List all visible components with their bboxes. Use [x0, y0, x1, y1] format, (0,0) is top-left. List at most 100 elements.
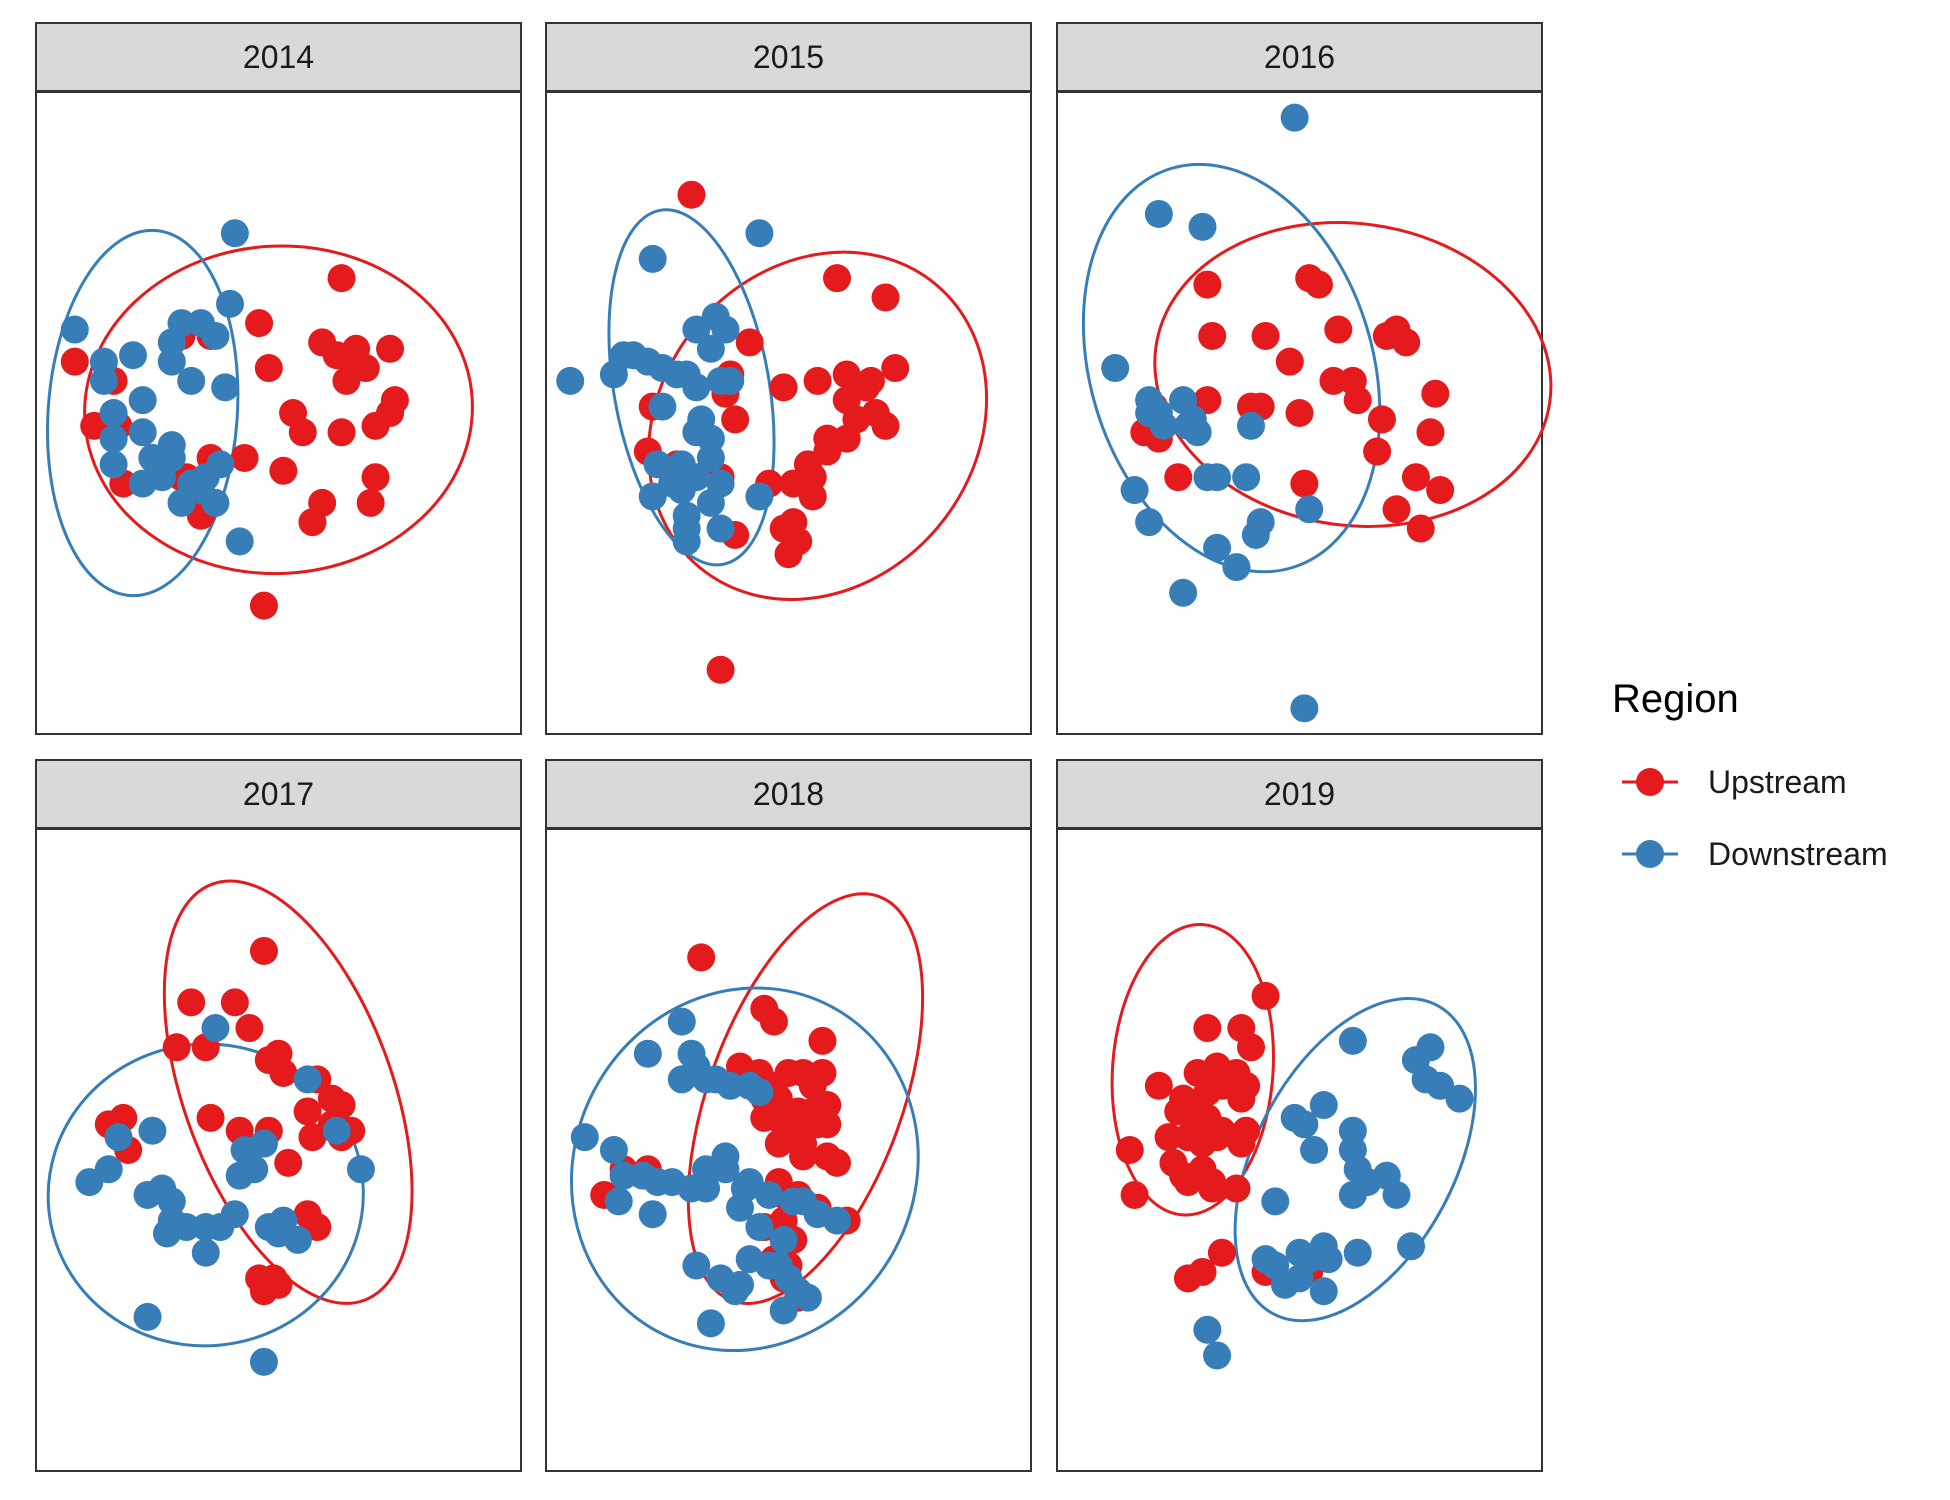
point-downstream — [638, 1200, 667, 1229]
point-downstream — [128, 418, 157, 447]
facet-panel-2018: 2018 — [545, 759, 1032, 1472]
point-downstream — [249, 1347, 278, 1376]
point-upstream — [1222, 1174, 1251, 1203]
point-upstream — [317, 1084, 346, 1113]
point-upstream — [361, 463, 390, 492]
point-downstream — [711, 315, 740, 344]
legend-key-point — [1636, 768, 1664, 796]
point-downstream — [682, 315, 711, 344]
point-upstream — [1227, 1129, 1256, 1158]
point-downstream — [1173, 411, 1202, 440]
point-upstream — [254, 354, 283, 383]
point-downstream — [269, 1206, 298, 1235]
point-downstream — [769, 1296, 798, 1325]
point-downstream — [201, 488, 230, 517]
point-upstream — [1188, 1257, 1217, 1286]
point-upstream — [269, 1058, 298, 1087]
point-upstream — [380, 386, 409, 415]
facet-panel-2016: 2016 — [1056, 22, 1553, 735]
point-upstream — [1193, 1014, 1222, 1043]
point-downstream — [1203, 463, 1232, 492]
legend-item-upstream: Upstream — [1622, 764, 1847, 800]
point-downstream — [1149, 411, 1178, 440]
point-downstream — [745, 1078, 774, 1107]
point-downstream — [201, 1014, 230, 1043]
point-downstream — [191, 463, 220, 492]
point-downstream — [643, 450, 672, 479]
ellipse-downstream — [1233, 997, 1477, 1323]
legend-label: Downstream — [1708, 836, 1888, 872]
facet-label: 2016 — [1264, 39, 1335, 75]
point-downstream — [604, 1187, 633, 1216]
point-upstream — [1363, 437, 1392, 466]
point-upstream — [1164, 1097, 1193, 1126]
point-upstream — [1164, 463, 1193, 492]
point-upstream — [789, 1142, 818, 1171]
point-upstream — [177, 988, 206, 1017]
ellipse-upstream — [162, 879, 414, 1305]
point-downstream — [225, 1161, 254, 1190]
point-upstream — [327, 418, 356, 447]
point-upstream — [1285, 399, 1314, 427]
point-downstream — [191, 1238, 220, 1267]
point-upstream — [1144, 1071, 1173, 1100]
point-upstream — [813, 1110, 842, 1139]
point-upstream — [327, 264, 356, 293]
point-downstream — [648, 392, 677, 421]
point-upstream — [1401, 463, 1430, 492]
point-downstream — [1237, 411, 1265, 440]
facet-label: 2017 — [243, 776, 314, 812]
point-downstream — [346, 1155, 375, 1184]
plot-area — [545, 91, 1032, 735]
facet-panel-2019: 2019 — [1056, 759, 1543, 1472]
point-upstream — [1115, 1136, 1144, 1164]
point-downstream — [706, 514, 735, 543]
point-downstream — [1120, 476, 1149, 505]
point-upstream — [1426, 476, 1455, 505]
point-downstream — [211, 373, 240, 402]
point-downstream — [322, 1116, 351, 1145]
point-downstream — [696, 443, 725, 472]
facet-label: 2019 — [1264, 776, 1335, 812]
legend-key-point — [1636, 840, 1664, 868]
point-downstream — [648, 354, 677, 383]
point-downstream — [696, 334, 725, 363]
point-upstream — [871, 283, 900, 312]
point-downstream — [667, 1065, 696, 1094]
point-downstream — [706, 1264, 735, 1293]
point-downstream — [177, 366, 206, 395]
point-downstream — [138, 1116, 167, 1145]
facet-panel-2017: 2017 — [35, 759, 522, 1472]
facet-strip — [1056, 759, 1543, 829]
point-upstream — [1421, 379, 1450, 408]
point-downstream — [716, 366, 745, 395]
point-downstream — [148, 1174, 177, 1203]
point-downstream — [1222, 553, 1251, 582]
facet-label: 2018 — [753, 776, 824, 812]
point-downstream — [726, 1193, 754, 1222]
point-downstream — [1338, 1116, 1367, 1145]
point-upstream — [1382, 495, 1411, 524]
point-downstream — [711, 1155, 740, 1184]
point-upstream — [759, 1007, 788, 1036]
facet-label: 2015 — [753, 39, 824, 75]
point-upstream — [1251, 981, 1280, 1010]
point-upstream — [245, 309, 274, 338]
point-upstream — [677, 180, 706, 209]
point-downstream — [220, 219, 249, 248]
point-upstream — [162, 1033, 191, 1062]
point-downstream — [1144, 199, 1173, 228]
point-downstream — [1338, 1180, 1367, 1209]
point-downstream — [556, 366, 585, 395]
point-downstream — [128, 386, 157, 415]
point-upstream — [706, 655, 735, 684]
ellipse-upstream — [1110, 922, 1275, 1217]
point-upstream — [1251, 321, 1280, 350]
point-downstream — [1135, 508, 1164, 537]
point-downstream — [89, 366, 118, 395]
point-upstream — [798, 482, 827, 511]
point-downstream — [692, 1174, 721, 1203]
point-upstream — [735, 328, 764, 357]
point-downstream — [667, 476, 696, 505]
facet-strip — [545, 759, 1032, 829]
